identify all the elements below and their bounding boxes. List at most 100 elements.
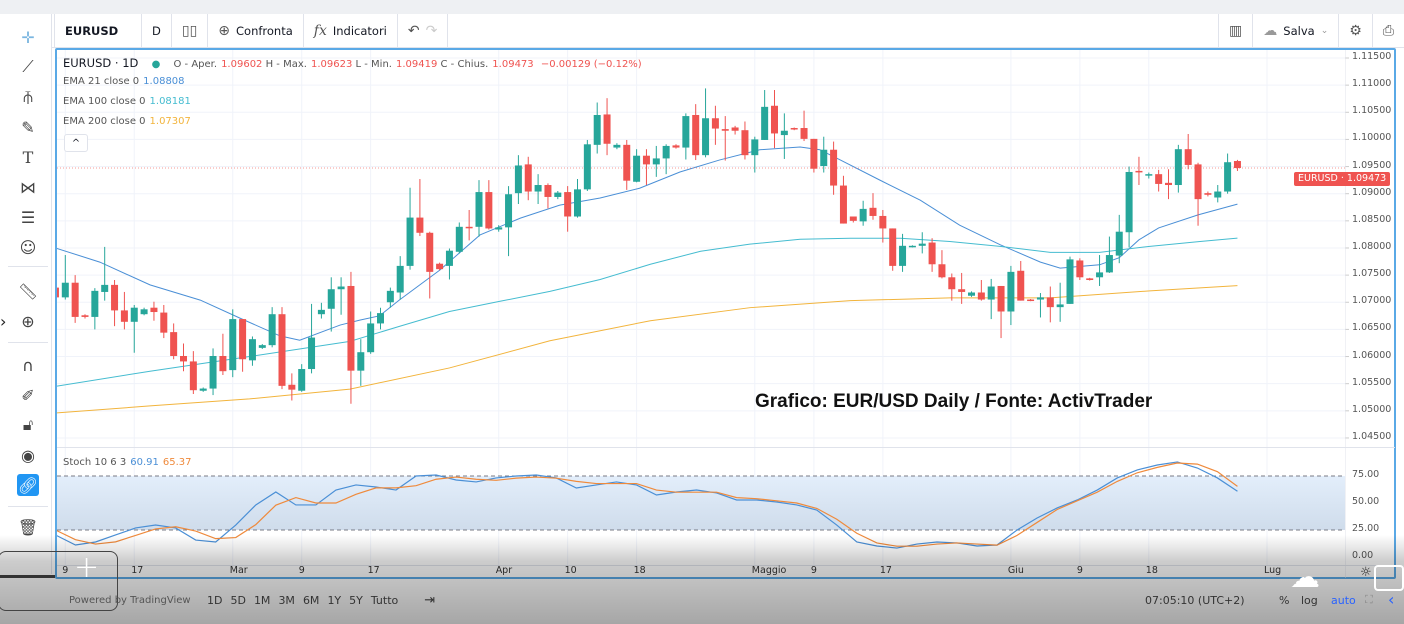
range-all[interactable]: Tutto	[370, 593, 399, 607]
candle-body	[1056, 304, 1064, 308]
trend-line-icon[interactable]: ⟋	[22, 57, 34, 76]
ema200-legend[interactable]: EMA 200 close 0 1.07307	[63, 116, 191, 127]
range-5y[interactable]: 5Y	[349, 593, 363, 607]
candle-body	[997, 285, 1005, 312]
candle-body	[1036, 297, 1044, 300]
goto-date-icon[interactable]: ⇥	[424, 592, 436, 608]
candle-body	[357, 352, 365, 371]
trash-icon[interactable]: 🗑︎	[17, 517, 39, 537]
candle-body	[160, 312, 168, 333]
candle-body	[485, 192, 493, 229]
candle-body	[170, 332, 178, 356]
candle-body	[298, 369, 306, 391]
interval-button[interactable]: D	[142, 13, 172, 48]
add-icon[interactable]: +	[74, 550, 100, 585]
price-tick-label: 1.10000	[1352, 132, 1392, 144]
ema-line-1	[57, 237, 1238, 387]
range-1d[interactable]: 1D	[207, 593, 223, 607]
candle-body	[702, 118, 710, 156]
candle-body	[258, 345, 266, 348]
redo-icon[interactable]: ↷	[425, 22, 438, 39]
stoch-pane[interactable]	[57, 448, 1345, 565]
price-chart[interactable]	[57, 50, 1345, 447]
candle-body	[1017, 270, 1025, 301]
pitchfork-icon[interactable]: ⫚	[23, 87, 33, 106]
indicators-button[interactable]: fx Indicatori	[304, 13, 398, 48]
screenshot-button[interactable]: ⎙	[1371, 14, 1404, 48]
candle-body	[682, 116, 690, 148]
range-1y[interactable]: 1Y	[327, 593, 342, 607]
range-1m[interactable]: 1M	[253, 593, 271, 607]
axis-settings-icon[interactable]: ☼	[1360, 565, 1372, 580]
ema100-legend[interactable]: EMA 100 close 0 1.08181	[63, 96, 191, 107]
emoji-icon[interactable]: ☺	[19, 237, 37, 257]
zoom-in-icon[interactable]: ⊕	[21, 311, 35, 331]
ruler-icon[interactable]: 📏︎	[17, 281, 39, 301]
candle-body	[1076, 260, 1084, 278]
candle-body	[1125, 171, 1133, 233]
save-button[interactable]: ☁ Salva ⌄	[1252, 14, 1338, 48]
candle-body	[623, 144, 631, 181]
candle-body	[1165, 182, 1172, 186]
candle-body	[495, 227, 503, 230]
undo-icon[interactable]: ↶	[407, 22, 420, 39]
pattern-icon[interactable]: ⋈	[20, 177, 36, 197]
range-6m[interactable]: 6M	[302, 593, 320, 607]
candle-body	[1224, 162, 1232, 192]
candle-body	[879, 215, 887, 229]
candle-body	[248, 339, 256, 361]
pane-separator[interactable]	[57, 447, 1395, 448]
settings-button[interactable]: ⚙	[1338, 14, 1372, 48]
unlock-icon[interactable]: 🔓︎	[22, 415, 34, 434]
panel-toggle-icon[interactable]	[1374, 565, 1404, 591]
auto-toggle[interactable]: auto	[1331, 593, 1356, 607]
candle-body	[820, 149, 828, 167]
ema21-legend[interactable]: EMA 21 close 0 1.08808	[63, 76, 185, 87]
stoch-legend[interactable]: Stoch 10 6 3 60.91 65.37	[63, 457, 192, 468]
crosshair-icon[interactable]: ✛	[21, 27, 35, 47]
collapse-legend-button[interactable]: ^	[64, 134, 88, 152]
text-icon[interactable]: T	[22, 147, 34, 167]
candle-body	[613, 144, 621, 148]
brush-icon[interactable]: ✎	[21, 117, 35, 137]
stoch-d-value: 65.37	[162, 457, 192, 468]
chart-type-button[interactable]: ▯▯	[172, 13, 209, 48]
candle-body	[1135, 170, 1143, 173]
eye-icon[interactable]: ◉	[21, 445, 35, 465]
candle-body	[574, 189, 581, 217]
candle-body	[731, 127, 739, 131]
prediction-icon[interactable]: ☰	[20, 207, 36, 227]
fullscreen-icon[interactable]: ⛶	[1365, 593, 1373, 606]
layout-button[interactable]: ▥	[1218, 14, 1252, 48]
candle-body	[672, 145, 680, 148]
candle-body	[455, 226, 463, 252]
price-tick-label: 1.07000	[1352, 295, 1392, 307]
columns-icon: ▥	[1229, 23, 1243, 39]
ema21-label: EMA 21 close 0	[63, 76, 140, 87]
candle-body	[140, 309, 148, 315]
candle-body	[642, 155, 650, 165]
range-3m[interactable]: 3M	[278, 593, 295, 607]
candle-body	[839, 185, 847, 224]
candle-body	[120, 310, 128, 322]
percent-toggle[interactable]: %	[1279, 593, 1290, 607]
range-5d[interactable]: 5D	[230, 593, 246, 607]
compare-button[interactable]: ⊕ Confronta	[208, 13, 304, 48]
price-tick-label: 1.05000	[1352, 403, 1392, 415]
undo-redo: ↶ ↷	[398, 13, 449, 48]
time-tick-label: 17	[367, 565, 380, 576]
expand-sidebar-icon[interactable]: ›	[0, 312, 7, 331]
symbol-search-button[interactable]: EURUSD	[54, 13, 142, 48]
candle-body	[780, 130, 788, 136]
log-toggle[interactable]: log	[1301, 593, 1318, 607]
link-icon[interactable]: 🔗︎	[17, 474, 39, 496]
clock[interactable]: 07:05:10 (UTC+2)	[1145, 593, 1245, 607]
candle-body	[514, 165, 522, 194]
price-axis[interactable]	[1345, 50, 1395, 578]
scroll-left-icon[interactable]: ‹	[1388, 590, 1395, 609]
lock-drawings-icon[interactable]: ✐	[21, 385, 35, 405]
magnet-icon[interactable]: ∩	[22, 355, 34, 375]
symbol-title[interactable]: EURUSD · 1D	[63, 56, 139, 70]
powered-by-link[interactable]: Powered by TradingView	[69, 594, 191, 606]
cloud-download-icon[interactable]: ☁	[1290, 560, 1320, 595]
